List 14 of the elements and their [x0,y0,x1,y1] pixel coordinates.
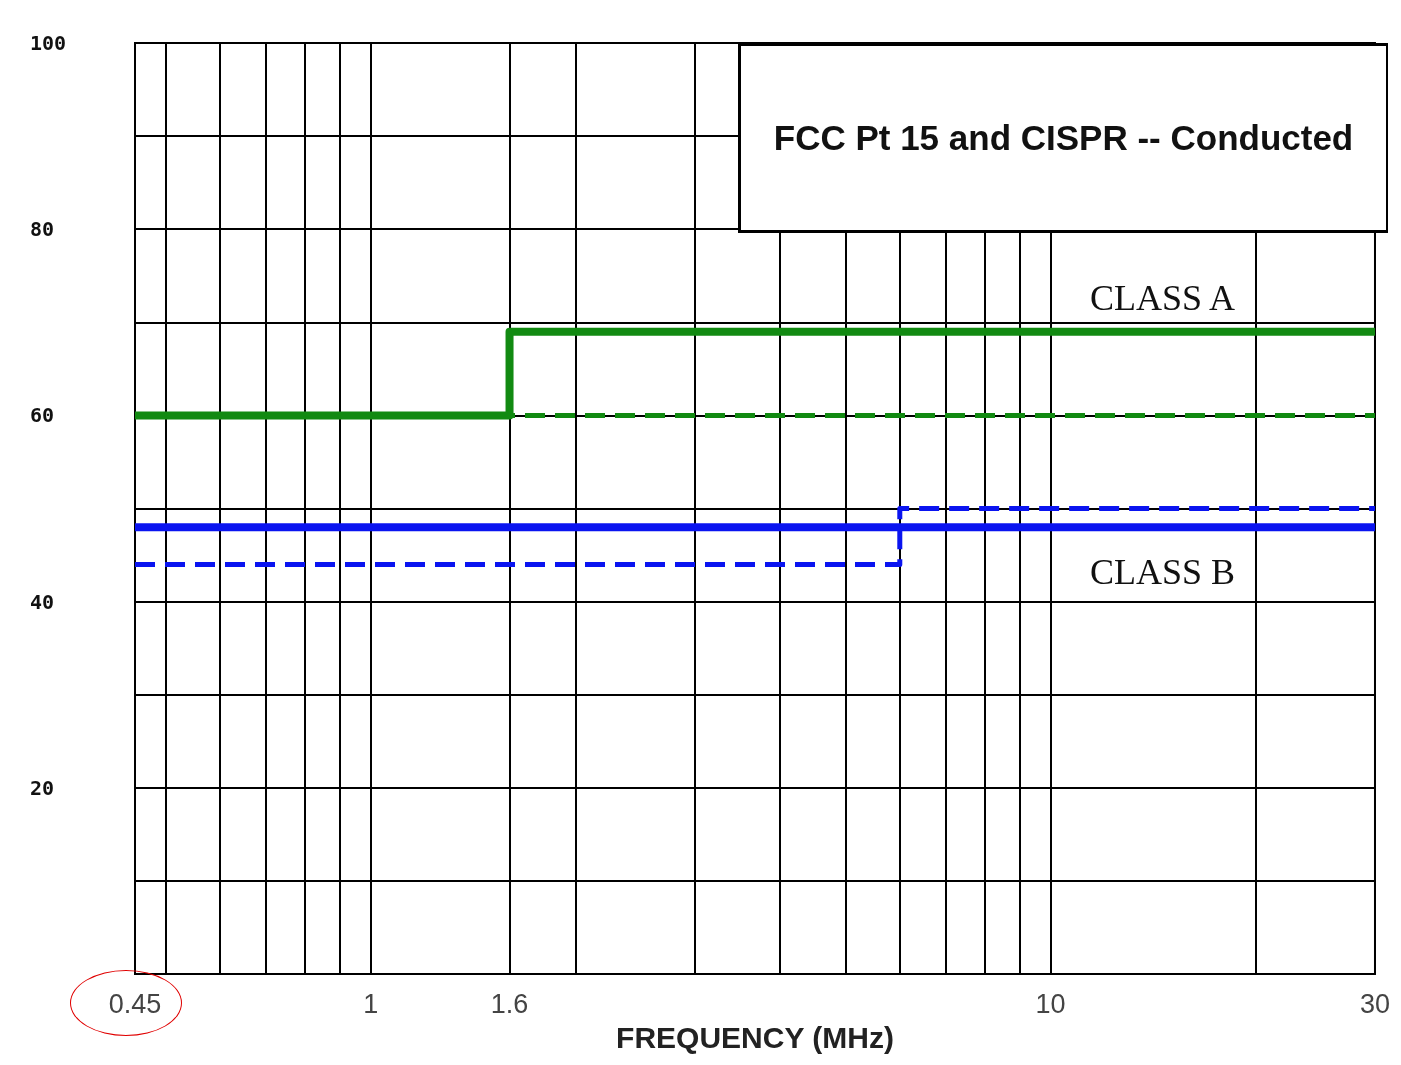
x-tick-label: 1.6 [490,988,529,1019]
x-tick-label: 30 [1359,988,1391,1019]
x-axis-title: FREQUENCY (MHz) [616,1020,894,1054]
y-tick-label: 40 [30,589,55,614]
y-tick-label: 20 [30,775,55,800]
x-tick-label: 10 [1035,988,1066,1019]
y-tick-label: 80 [30,217,55,242]
annotation: CLASS A [1089,277,1235,318]
x-tick-label: 0.45 [108,988,162,1019]
annotation: CLASS B [1089,551,1235,592]
y-tick-label: 60 [30,403,55,428]
y-tick-label: 100 [30,31,67,55]
x-tick-label: 1 [363,988,379,1019]
text-box: FCC Pt 15 and CISPR -- Conducted [738,43,1388,233]
